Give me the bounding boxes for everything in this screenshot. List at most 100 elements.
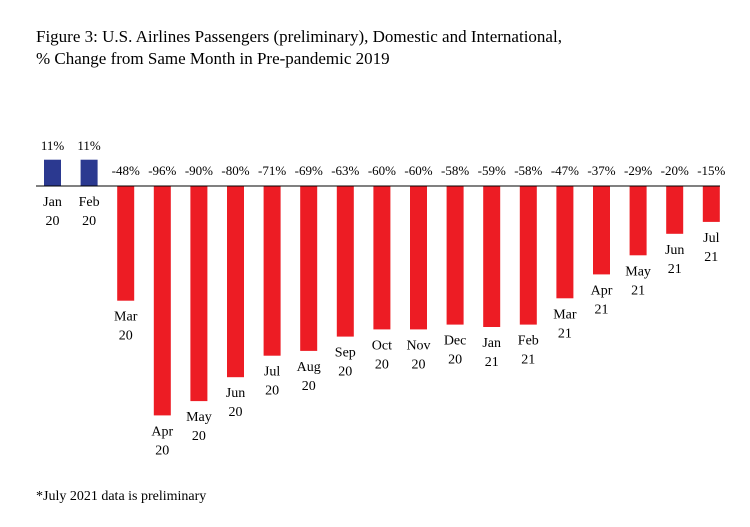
value-label: 11%: [41, 138, 65, 153]
category-label: May 21: [625, 264, 651, 298]
value-label: -15%: [697, 163, 725, 178]
category-label-year: 20: [155, 443, 169, 458]
category-label: Apr 21: [591, 283, 613, 317]
category-label-year: 20: [375, 357, 389, 372]
category-label-year: 21: [485, 355, 499, 370]
category-label-year: 20: [229, 405, 243, 420]
category-label-month: Aug: [297, 360, 321, 375]
bar-nov-20: [410, 186, 427, 330]
chart-title-line-1: Figure 3: U.S. Airlines Passengers (prel…: [36, 27, 562, 46]
bar-jul-21: [702, 186, 720, 222]
bar-may-20: [190, 186, 208, 402]
category-label: Mar 21: [553, 307, 577, 341]
category-label-month: Feb: [518, 334, 539, 349]
value-label: -58%: [514, 163, 542, 178]
category-label: Jun 21: [665, 243, 684, 277]
category-label-year: 20: [119, 329, 133, 344]
category-label-month: Jul: [703, 231, 719, 246]
category-label-year: 20: [265, 384, 279, 399]
category-label: May 20: [186, 410, 212, 444]
bar-feb-20: [80, 159, 98, 186]
category-label-month: Jan: [482, 336, 501, 351]
category-label-month: Feb: [79, 195, 100, 210]
category-label: Dec 20: [444, 334, 467, 368]
footnote: *July 2021 data is preliminary: [36, 489, 207, 504]
category-label-year: 20: [82, 214, 96, 229]
category-label-month: Apr: [151, 424, 173, 439]
category-label-year: 20: [448, 353, 462, 368]
value-label: -60%: [368, 163, 396, 178]
bar-jul-20: [263, 186, 281, 356]
category-label-month: Jun: [226, 386, 245, 401]
category-label: Apr 20: [151, 424, 173, 458]
value-label: -69%: [295, 163, 323, 178]
category-label-month: Mar: [114, 310, 138, 325]
bar-mar-21: [556, 186, 574, 299]
category-label-year: 20: [338, 365, 352, 380]
bar-oct-20: [373, 186, 391, 330]
category-label: Jan 20: [43, 195, 62, 229]
value-label: -80%: [221, 163, 249, 178]
value-labels-group: 11% 11% -48% -96% -90% -80% -71% -69% -63% -60% -6…: [41, 138, 726, 178]
bar-jan-20: [44, 159, 61, 186]
value-label: -48%: [112, 163, 140, 178]
bar-dec-20: [446, 186, 464, 325]
category-label-year: 21: [668, 262, 682, 277]
category-label: Jul 21: [703, 231, 719, 265]
category-label-month: Nov: [406, 338, 430, 353]
category-label-year: 21: [595, 302, 609, 317]
value-label: -63%: [331, 163, 359, 178]
bar-jun-20: [227, 186, 244, 378]
bar-apr-21: [593, 186, 610, 275]
value-label: -71%: [258, 163, 286, 178]
category-label-month: Jul: [264, 365, 280, 380]
bar-feb-21: [519, 186, 537, 325]
category-label: Oct 20: [372, 338, 392, 372]
category-label-year: 20: [412, 357, 426, 372]
value-label: -59%: [478, 163, 506, 178]
category-label-year: 20: [302, 379, 316, 394]
category-label-month: Mar: [553, 307, 577, 322]
value-label: -58%: [441, 163, 469, 178]
category-label: Aug 20: [297, 360, 321, 394]
bar-mar-20: [117, 186, 135, 301]
category-label-month: Oct: [372, 338, 392, 353]
value-label: -96%: [148, 163, 176, 178]
category-label-month: Jan: [43, 195, 62, 210]
category-label-month: Sep: [335, 346, 356, 361]
category-label-month: May: [625, 264, 651, 279]
category-label-year: 20: [192, 429, 206, 444]
bar-jun-21: [666, 186, 684, 234]
category-label: Mar 20: [114, 310, 138, 344]
category-label-month: Dec: [444, 334, 467, 349]
category-label-month: Apr: [591, 283, 613, 298]
value-label: -20%: [661, 163, 689, 178]
category-label-month: May: [186, 410, 212, 425]
category-label-year: 21: [631, 283, 645, 298]
category-label: Sep 20: [335, 346, 356, 380]
value-label: -29%: [624, 163, 652, 178]
bar-sep-20: [336, 186, 354, 337]
category-label-year: 21: [704, 250, 718, 265]
category-label: Feb 21: [518, 334, 539, 368]
category-labels-group: Jan 20 Feb 20 Mar 20 Apr 20 May 20 Jun 20 Jul 20 Aug 20…: [43, 195, 719, 458]
chart-title: Figure 3: U.S. Airlines Passengers (prel…: [36, 26, 562, 70]
category-label: Feb 20: [79, 195, 100, 229]
category-label-year: 21: [521, 353, 535, 368]
bar-may-21: [629, 186, 647, 256]
value-label: -90%: [185, 163, 213, 178]
value-label: 11%: [77, 138, 101, 153]
bar-apr-20: [153, 186, 171, 416]
category-label-year: 20: [46, 214, 60, 229]
bar-aug-20: [300, 186, 318, 351]
category-label: Jul 20: [264, 365, 280, 399]
value-label: -60%: [404, 163, 432, 178]
bars-group: [44, 159, 720, 416]
bar-jan-21: [483, 186, 501, 327]
category-label: Jan 21: [482, 336, 501, 370]
value-label: -47%: [551, 163, 579, 178]
category-label-month: Jun: [665, 243, 684, 258]
category-label-year: 21: [558, 326, 572, 341]
value-label: -37%: [587, 163, 615, 178]
